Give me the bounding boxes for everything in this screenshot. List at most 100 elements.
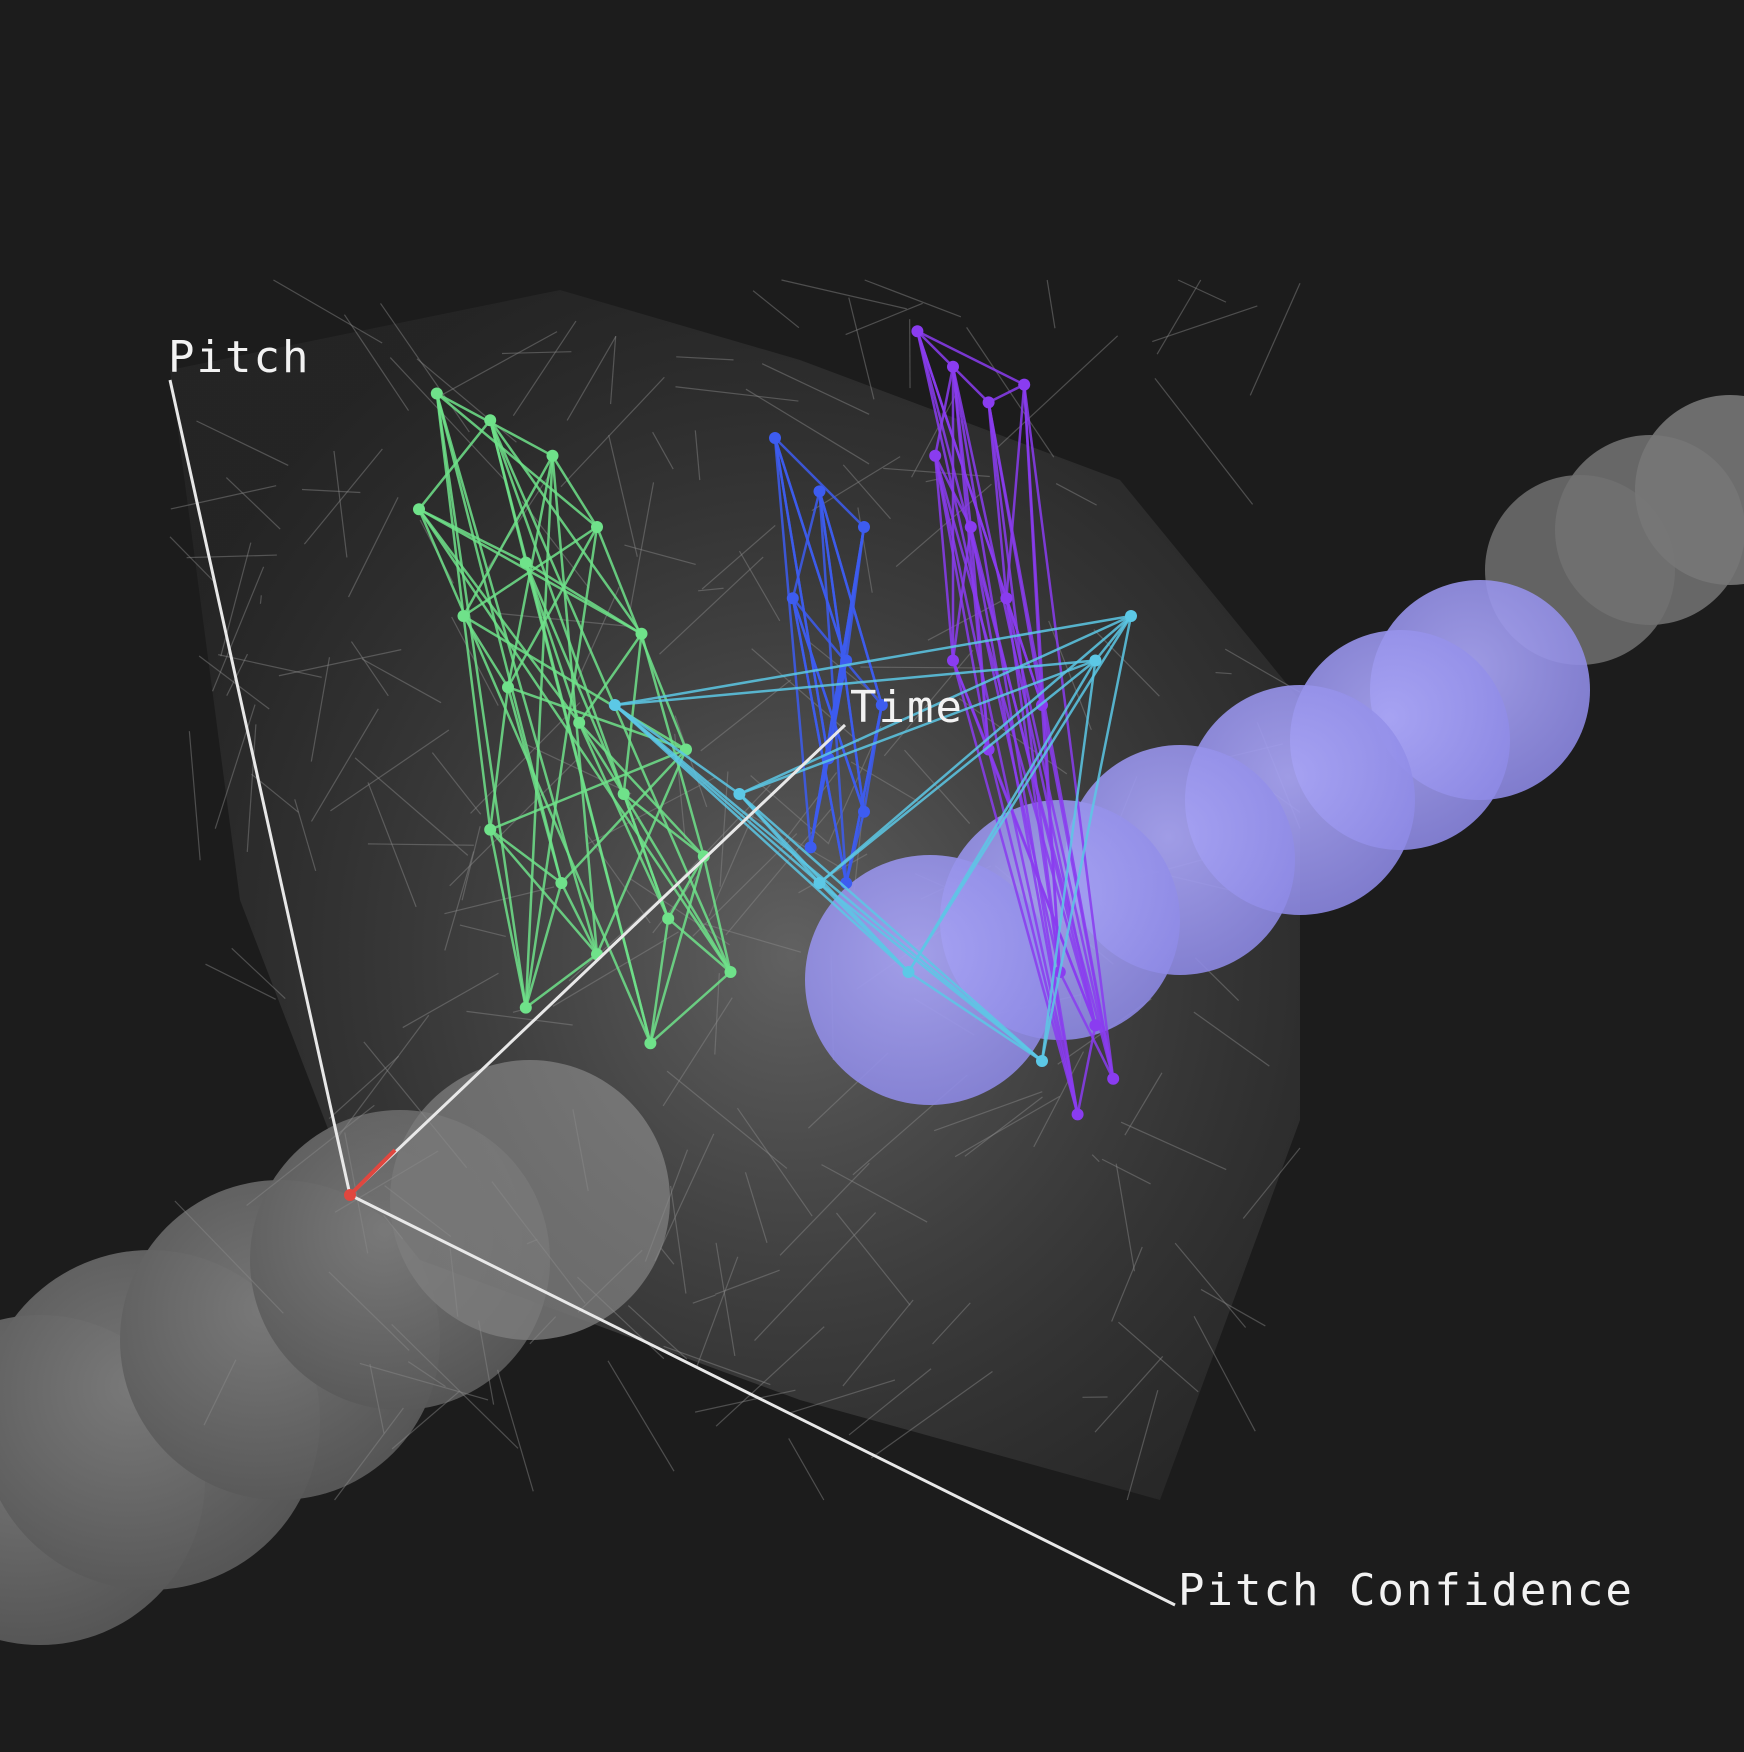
data-point [813,485,826,498]
gray-trajectory-line [577,1249,643,1313]
gray-trajectory-line [660,1248,675,1265]
gray-trajectory-line [1193,1011,1270,1067]
gray-trajectory-line [911,390,959,478]
gray-trajectory-line [461,826,481,901]
series-line [560,882,599,955]
gray-trajectory-line [231,947,286,1000]
gray-trajectory-line [569,586,620,698]
series-line [462,615,492,830]
series-line [773,437,812,848]
series-line [933,455,955,661]
series-line [818,491,883,706]
series-line [525,953,598,1009]
gray-trajectory-line [170,485,277,510]
gray-trajectory-line [845,302,923,336]
gray-trajectory-line [226,653,249,696]
series-line [614,703,741,796]
cloud-volume [170,290,1300,1500]
gray-trajectory-line [478,1320,495,1405]
series-line [524,882,563,1008]
data-point [1089,654,1102,667]
data-point [644,1037,657,1050]
series-line [649,971,732,1045]
gray-trajectory-line [714,1269,780,1295]
gray-trajectory-line [692,833,798,937]
gray-trajectory-line [659,556,764,655]
gray-trajectory-line [273,279,383,344]
data-point [902,966,915,978]
gray-trajectory-line [745,388,870,465]
axes [168,379,1176,1607]
gray-trajectory-line [169,536,215,583]
data-point [519,556,532,569]
series-line [916,330,1025,386]
series-line [818,491,866,812]
gray-trajectory-line [883,649,974,757]
gray-trajectory-line [1249,283,1301,396]
data-point [858,805,870,818]
pitch-confidence-axis-label: Pitch Confidence [1178,1565,1634,1616]
gray-trajectory-line [328,1055,400,1120]
gray-trajectory-line [501,351,572,355]
gray-trajectory-line [674,715,708,808]
gray-trajectory-line [1101,1158,1151,1185]
gray-trajectory-line [1242,1147,1301,1219]
gray-trajectory-line [1193,1315,1256,1432]
gray-orb [1635,395,1744,585]
series-line [667,917,732,973]
series-line [488,687,510,830]
gray-trajectory-line [391,1324,519,1449]
gray-trajectory-line [350,641,389,697]
series-line [1058,971,1115,1080]
series-line [578,722,670,920]
gray-trajectory-line [609,336,617,405]
series-line [818,491,848,884]
data-point [813,877,826,889]
gray-trajectory-line [736,1107,813,1217]
series-line [774,437,865,528]
gray-trajectory-line [347,497,399,598]
series-line [524,526,599,1008]
gray-trajectory-line [301,488,361,494]
gray-trajectory-line [186,554,277,559]
data-point [724,966,737,978]
data-point [635,627,648,640]
series-3 [608,610,1137,1067]
gray-trajectory-line [1091,1154,1100,1163]
gray-trajectory-line [328,1271,410,1351]
series-line [1076,1025,1097,1115]
gray-trajectory-line [842,1299,914,1387]
series-line [907,615,1133,973]
gray-trajectory-line [361,658,442,704]
gray-trajectory-line [572,1109,589,1192]
series-layer [413,325,1137,1121]
gray-trajectory-line [526,1238,538,1245]
gray-trajectory-line [662,997,733,1107]
gray-trajectory-line [1152,305,1258,343]
gray-trajectory-line [694,430,701,481]
gray-trajectory-line [848,1368,932,1436]
gray-trajectory-line [449,1248,459,1317]
data-point [484,823,497,836]
series-line [524,562,652,1044]
series-line [435,393,563,884]
series-line [649,918,670,1044]
series-line [738,793,821,884]
gray-trajectory-line [654,1133,715,1262]
gray-trajectory-line [383,1214,404,1240]
gray-trajectory-line [369,1363,385,1434]
gray-trajectory-line [744,1172,768,1243]
data-point [733,788,746,800]
series-line [489,419,643,635]
gray-trajectory-line [354,757,469,856]
series-line [613,704,910,973]
series-0 [413,387,737,1050]
gray-trajectory-line [367,843,474,846]
gray-trajectory-line [781,279,907,310]
gray-trajectory-line [779,1162,870,1256]
gray-trajectory-line [700,679,792,752]
series-line [488,829,528,1008]
pitch-axis-label: Pitch [168,332,310,383]
